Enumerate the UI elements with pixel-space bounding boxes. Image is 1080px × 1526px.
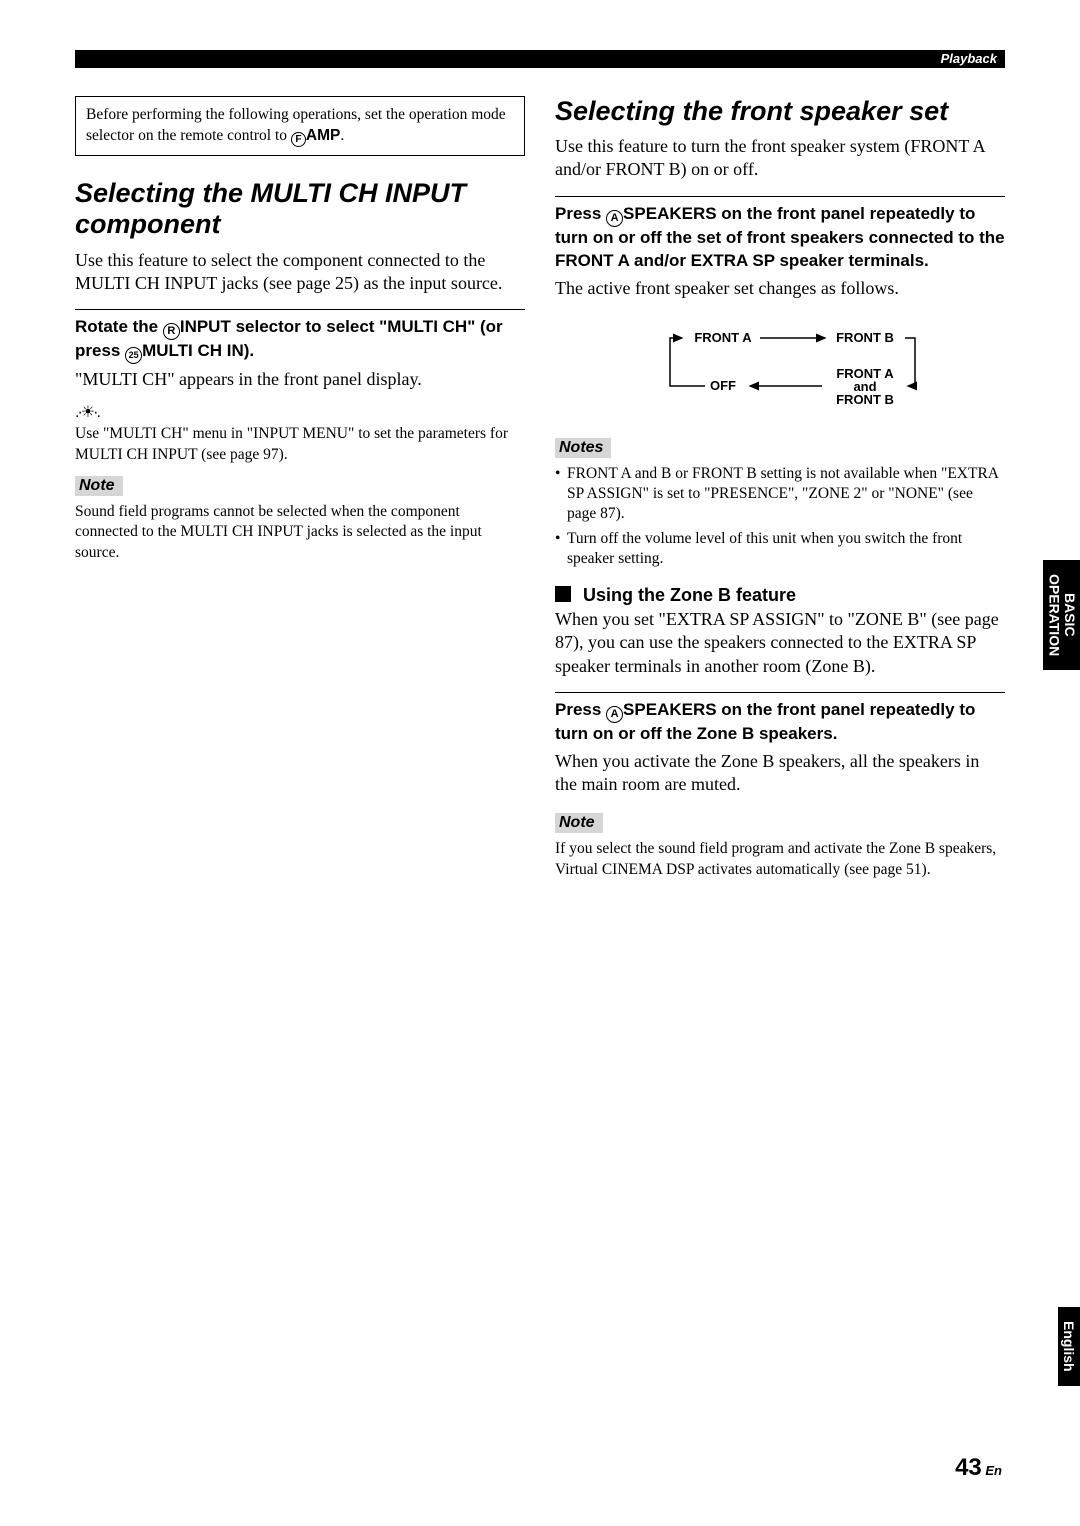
right-after-instr1: The active front speaker set changes as …: [555, 277, 1005, 300]
t: SPEAKERS: [623, 700, 717, 719]
section-title-front-speaker: Selecting the front speaker set: [555, 96, 1005, 127]
circled-ref-amp: F: [291, 132, 306, 147]
circled-ref-speakers: A: [606, 210, 623, 227]
right-instruction-2: Press ASPEAKERS on the front panel repea…: [555, 699, 1005, 746]
sub-heading-zone-b: Using the Zone B feature: [555, 585, 1005, 606]
note-item: Turn off the volume level of this unit w…: [555, 529, 1005, 569]
side-tab-line1: BASIC: [1062, 593, 1078, 637]
t: SPEAKERS: [623, 204, 717, 223]
section-title-multi-ch: Selecting the MULTI CH INPUT component: [75, 178, 525, 240]
circled-ref-input: R: [163, 323, 180, 340]
left-note: Sound field programs cannot be selected …: [75, 502, 525, 565]
t: Press: [555, 700, 606, 719]
diagram-node-front-a: FRONT A: [694, 330, 752, 345]
page-number-suffix: En: [982, 1463, 1002, 1478]
note-label-2: Note: [555, 813, 603, 833]
circled-ref-speakers-2: A: [606, 706, 623, 723]
left-column: Before performing the following operatio…: [75, 96, 525, 881]
notes-label: Notes: [555, 438, 611, 458]
right-after-instr2: When you activate the Zone B speakers, a…: [555, 750, 1005, 797]
side-tab-line2: OPERATION: [1047, 574, 1063, 656]
note-label: Note: [75, 476, 123, 496]
header-section-label: Playback: [941, 50, 997, 68]
page-number: 43 En: [955, 1454, 1002, 1482]
left-tip: Use "MULTI CH" menu in "INPUT MENU" to s…: [75, 424, 525, 466]
circled-ref-multichin: 25: [125, 347, 142, 364]
sub-heading-text: Using the Zone B feature: [583, 585, 796, 605]
diagram-node-off: OFF: [710, 378, 736, 393]
diagram-node-front-b: FRONT B: [836, 330, 894, 345]
intro-suffix: .: [340, 127, 344, 144]
t: Press: [555, 204, 606, 223]
note-item: FRONT A and B or FRONT B setting is not …: [555, 464, 1005, 524]
square-bullet-icon: [555, 586, 571, 602]
notes-list: FRONT A and B or FRONT B setting is not …: [555, 464, 1005, 569]
t: MULTI CH IN: [142, 341, 244, 360]
t: ).: [244, 341, 254, 360]
zone-b-body: When you set "EXTRA SP ASSIGN" to "ZONE …: [555, 608, 1005, 678]
divider: [555, 692, 1005, 693]
divider: [555, 196, 1005, 197]
t: INPUT: [180, 317, 231, 336]
side-tab-operation: BASIC OPERATION: [1043, 560, 1080, 670]
left-instruction: Rotate the RINPUT selector to select "MU…: [75, 316, 525, 364]
right-note-2: If you select the sound field program an…: [555, 839, 1005, 881]
divider: [75, 309, 525, 310]
tip-icon: .·☀·.: [75, 402, 525, 422]
header-bar: Playback: [75, 50, 1005, 68]
diagram-node-fab3: FRONT B: [836, 392, 894, 407]
left-after-instr: "MULTI CH" appears in the front panel di…: [75, 368, 525, 391]
right-column: Selecting the front speaker set Use this…: [555, 96, 1005, 881]
right-instruction-1: Press ASPEAKERS on the front panel repea…: [555, 203, 1005, 273]
side-tab-language: English: [1058, 1307, 1080, 1386]
left-intro: Use this feature to select the component…: [75, 249, 525, 296]
t: Rotate the: [75, 317, 163, 336]
page-number-value: 43: [955, 1454, 982, 1481]
intro-bold: AMP: [306, 127, 340, 144]
speaker-cycle-diagram: FRONT A FRONT B OFF FRONT A and FRONT B: [610, 318, 950, 418]
right-intro: Use this feature to turn the front speak…: [555, 135, 1005, 182]
intro-box: Before performing the following operatio…: [75, 96, 525, 156]
